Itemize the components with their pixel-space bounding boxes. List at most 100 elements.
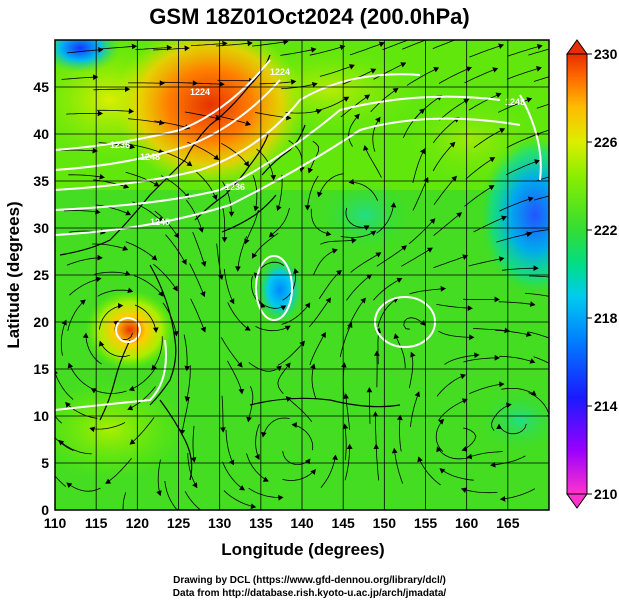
streamline-arrow	[492, 67, 499, 73]
streamline-arrow	[417, 456, 423, 463]
streamline	[432, 40, 457, 49]
streamline-arrow	[173, 331, 179, 337]
streamline-arrow	[99, 173, 105, 180]
streamline-arrow	[291, 422, 297, 428]
streamline	[309, 332, 326, 366]
y-tick-label: 40	[33, 126, 49, 142]
streamline-arrow	[228, 211, 235, 217]
streamline	[122, 492, 127, 510]
streamline-arrow	[558, 340, 563, 344]
streamline	[187, 82, 224, 85]
streamline	[340, 230, 376, 238]
streamline	[376, 202, 395, 234]
streamline-arrow	[58, 439, 65, 446]
streamline-arrow	[235, 266, 241, 272]
streamline	[58, 440, 92, 455]
streamline	[254, 294, 286, 309]
streamline-arrow	[465, 66, 472, 72]
streamline-arrow	[370, 68, 377, 74]
streamline-arrow	[270, 174, 277, 181]
streamline-arrow	[396, 277, 403, 283]
streamline	[432, 142, 456, 172]
streamline	[248, 487, 283, 498]
streamline	[320, 239, 357, 245]
colorbar-label: 230	[594, 46, 618, 62]
streamline	[439, 468, 474, 481]
streamline-arrow	[432, 40, 433, 41]
streamline-arrow	[229, 459, 235, 466]
streamline-arrow	[238, 388, 245, 395]
contour-label: 1236	[225, 182, 245, 192]
streamline	[399, 415, 402, 452]
streamline-arrow	[488, 185, 495, 191]
streamline-arrow	[200, 291, 206, 298]
streamline-arrow	[474, 352, 480, 359]
plot-frame	[54, 39, 550, 511]
streamline-arrow	[370, 230, 377, 236]
x-tick-label: 140	[290, 515, 314, 531]
streamline-arrow	[499, 128, 506, 134]
streamline-arrow	[123, 183, 130, 189]
streamline	[223, 490, 256, 508]
y-tick-label: 20	[33, 314, 49, 330]
streamline	[68, 174, 105, 178]
y-tick-label: 10	[33, 408, 49, 424]
streamline-arrow	[373, 443, 380, 450]
streamline	[181, 398, 190, 435]
streamline	[469, 44, 504, 58]
streamline	[507, 45, 543, 57]
streamline	[491, 404, 512, 431]
streamline	[252, 232, 279, 259]
streamline	[402, 108, 425, 139]
streamline	[406, 67, 439, 86]
colorbar-max-triangle	[566, 39, 588, 55]
streamline-arrow	[252, 252, 258, 259]
streamline	[94, 271, 130, 276]
x-tick-label: 145	[331, 515, 355, 531]
colorbar-min-triangle	[566, 493, 588, 509]
streamline	[526, 129, 549, 139]
streamline-arrow	[253, 205, 260, 212]
streamline-arrow	[229, 298, 235, 305]
streamline	[412, 148, 425, 183]
streamline	[93, 88, 130, 91]
streamline-arrow	[461, 398, 468, 404]
streamline-arrow	[556, 125, 561, 129]
streamline	[221, 337, 243, 368]
streamline	[157, 459, 161, 496]
streamline	[227, 360, 243, 394]
colorbar-label: 218	[594, 310, 618, 326]
streamline	[69, 278, 101, 296]
streamline-arrow	[559, 44, 563, 48]
streamline-arrow	[222, 40, 228, 47]
streamline	[410, 391, 420, 427]
streamline-arrow	[316, 191, 323, 198]
streamline-arrow	[494, 296, 500, 303]
streamline-arrow	[469, 334, 475, 341]
streamline	[533, 76, 549, 82]
streamline	[463, 357, 500, 363]
streamline	[227, 302, 251, 331]
streamline	[528, 48, 549, 56]
streamline-arrow	[426, 247, 433, 253]
streamline	[63, 210, 100, 213]
x-tick-label: 110	[44, 515, 67, 531]
streamline	[194, 170, 217, 200]
streamline	[189, 263, 205, 297]
streamline-arrow	[262, 476, 269, 482]
streamline-arrow	[536, 43, 543, 50]
streamline-arrow	[527, 196, 534, 202]
streamline	[127, 386, 156, 410]
streamline	[444, 354, 479, 365]
y-tick-label: 5	[41, 455, 49, 471]
streamline	[409, 288, 446, 295]
streamline-arrow	[82, 332, 89, 339]
streamline-arrow	[348, 64, 355, 70]
colorbar: 230 226 222 218 214 210	[566, 39, 618, 509]
streamline	[225, 429, 234, 465]
streamline	[393, 448, 404, 484]
streamline-arrow	[310, 469, 316, 475]
streamline-arrow	[128, 385, 135, 392]
streamline-arrow	[449, 141, 456, 148]
streamline-arrow	[360, 297, 366, 304]
